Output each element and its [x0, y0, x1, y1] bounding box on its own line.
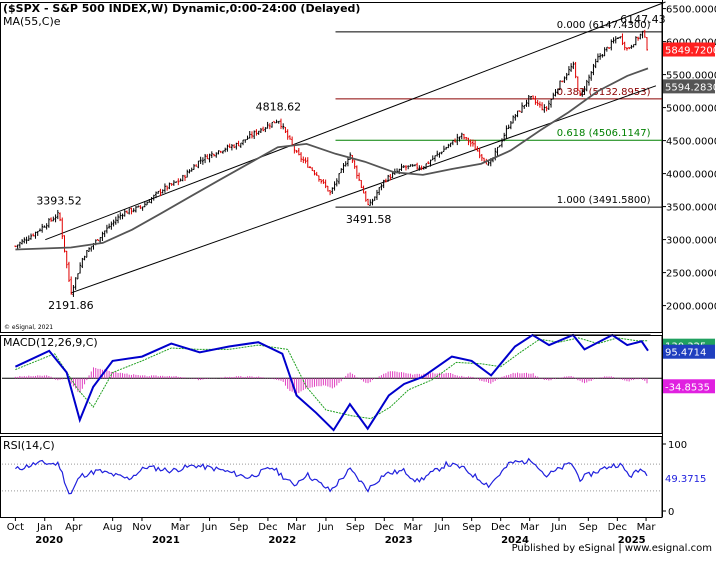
- rsi-legend: RSI(14,C): [3, 439, 55, 452]
- x-month-label: Aug: [103, 522, 123, 533]
- price-tick-label: 5000.0000: [666, 104, 716, 115]
- x-month-label: Apr: [65, 522, 83, 533]
- x-month-label: Jun: [434, 522, 451, 533]
- x-month-label: Sep: [346, 522, 365, 533]
- rsi-line: [14, 457, 648, 495]
- price-tick-label: 4000.0000: [666, 170, 716, 181]
- value-badge-label: 5849.7200: [665, 46, 716, 57]
- value-badge-label: 95.4714: [665, 348, 706, 359]
- value-badge-bg: [663, 42, 715, 57]
- x-month-label: Dec: [258, 522, 277, 533]
- ma-legend: MA(55,C)e: [3, 15, 61, 28]
- price-annotation: 4818.62: [256, 101, 302, 114]
- price-annotation: 2191.86: [48, 299, 94, 312]
- x-month-label: Jun: [317, 522, 334, 533]
- value-badge-bg: [663, 79, 715, 94]
- fib-label: 1.000 (3491.5800): [557, 195, 651, 206]
- price-tick-label: 2000.0000: [666, 302, 716, 313]
- x-year-label: 2025: [618, 535, 646, 546]
- price-tick-label: 5500.0000: [666, 71, 716, 82]
- x-year-label: 2024: [501, 535, 529, 546]
- x-month-label: Oct: [7, 522, 24, 533]
- rsi-frame: [0, 436, 663, 518]
- macd-frame: [0, 335, 663, 434]
- x-year-label: 2020: [35, 535, 63, 546]
- macd-panel: [2, 333, 662, 432]
- x-year-label: 2021: [152, 535, 180, 546]
- x-month-label: Nov: [132, 522, 152, 533]
- x-month-label: Mar: [520, 522, 540, 533]
- x-year-label: 2023: [385, 535, 413, 546]
- x-month-label: Jun: [550, 522, 567, 533]
- price-tick-label: 6500.0000: [666, 5, 716, 16]
- value-badge-bg: [663, 379, 715, 394]
- x-month-label: Sep: [229, 522, 248, 533]
- x-month-label: Jan: [36, 522, 52, 533]
- price-panel: 0.000 (6147.4300)0.382 (5132.8953)0.618 …: [14, 1, 666, 312]
- price-tick-label: 2500.0000: [666, 269, 716, 280]
- candles: [14, 29, 649, 297]
- price-tick-label: 3500.0000: [666, 203, 716, 214]
- rsi-panel: [2, 457, 662, 495]
- macd-line: [14, 333, 649, 432]
- macd-histogram: [14, 367, 648, 395]
- x-month-label: Mar: [404, 522, 424, 533]
- macd-signal-line: [15, 337, 649, 420]
- copyright-text: © eSignal, 2021: [4, 324, 53, 331]
- value-badge-label: -34.8535: [665, 382, 710, 393]
- x-month-label: Dec: [608, 522, 627, 533]
- price-annotation: 3491.58: [346, 213, 392, 226]
- value-badge-label: 49.3715: [665, 474, 706, 485]
- value-badge-bg: [663, 344, 715, 359]
- x-month-label: Dec: [491, 522, 510, 533]
- fib-label: 0.382 (5132.8953): [557, 87, 651, 98]
- x-month-label: Mar: [637, 522, 657, 533]
- footer-credit: Published by eSignal | www.esignal.com: [511, 543, 712, 554]
- rsi-tick-label: 100: [668, 440, 687, 451]
- axes: 6500.00006000.00005500.00005000.00004500…: [7, 5, 716, 546]
- x-month-label: Mar: [171, 522, 191, 533]
- panel-frames: [0, 0, 663, 518]
- x-month-label: Sep: [462, 522, 481, 533]
- price-annotation: 3393.52: [36, 195, 82, 208]
- price-tick-label: 3000.0000: [666, 236, 716, 247]
- x-month-label: Sep: [579, 522, 598, 533]
- rsi-tick-label: 0: [668, 507, 674, 518]
- channel-upper: [45, 1, 666, 241]
- chart-title: ($SPX - S&P 500 INDEX,W) Dynamic,0:00-24…: [3, 2, 360, 15]
- value-badge-bg: [663, 470, 715, 485]
- x-month-label: Dec: [375, 522, 394, 533]
- price-tick-label: 4500.0000: [666, 137, 716, 148]
- moving-average-line: [15, 67, 649, 251]
- value-badge-label: 5594.2830: [665, 82, 716, 93]
- price-annotation: 6147.43: [620, 13, 666, 26]
- x-year-label: 2022: [268, 535, 296, 546]
- x-month-label: Mar: [287, 522, 307, 533]
- x-month-label: Jun: [201, 522, 218, 533]
- fib-label: 0.618 (4506.1147): [557, 128, 651, 139]
- macd-legend: MACD(12,26,9,C): [3, 336, 98, 349]
- value-badges: 5849.72005594.2830130.32595.4714-34.8535…: [663, 42, 716, 485]
